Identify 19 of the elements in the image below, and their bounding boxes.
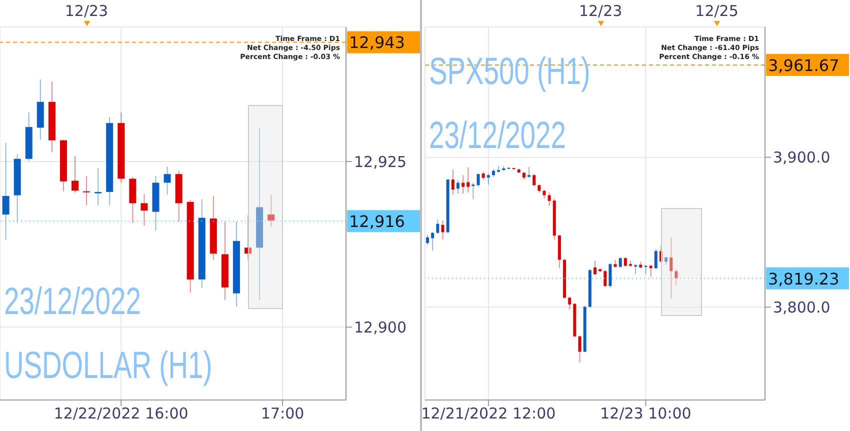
- ref-line-label: 3,819.23: [768, 269, 840, 288]
- ref-line-label: 12,943: [349, 33, 405, 52]
- x-tick-label: 12/22/2022 16:00: [54, 404, 188, 423]
- text: USDOLLAR (H1): [4, 344, 212, 389]
- text: 12/23: [64, 2, 108, 20]
- y-tick-label: 3,800.0: [773, 298, 830, 316]
- y-tick-label: 12,900: [354, 318, 406, 336]
- text: 23/12/2022: [4, 280, 142, 325]
- text: 23/12/2022: [429, 114, 567, 159]
- text: SPX500 (H1): [429, 50, 590, 95]
- x-tick-label: 12/23 10:00: [600, 404, 692, 423]
- ref-line-label: 12,916: [349, 212, 405, 232]
- y-tick-label: 3,900.0: [773, 148, 830, 167]
- y-tick-label: 12,925: [354, 152, 406, 171]
- ref-line-label: 3,961.67: [768, 56, 840, 75]
- text: 12/25: [695, 2, 738, 20]
- text: 12/23: [578, 2, 622, 20]
- x-tick-label: 12/21/2022 12:00: [421, 404, 556, 423]
- x-tick-label: 17:00: [260, 404, 304, 423]
